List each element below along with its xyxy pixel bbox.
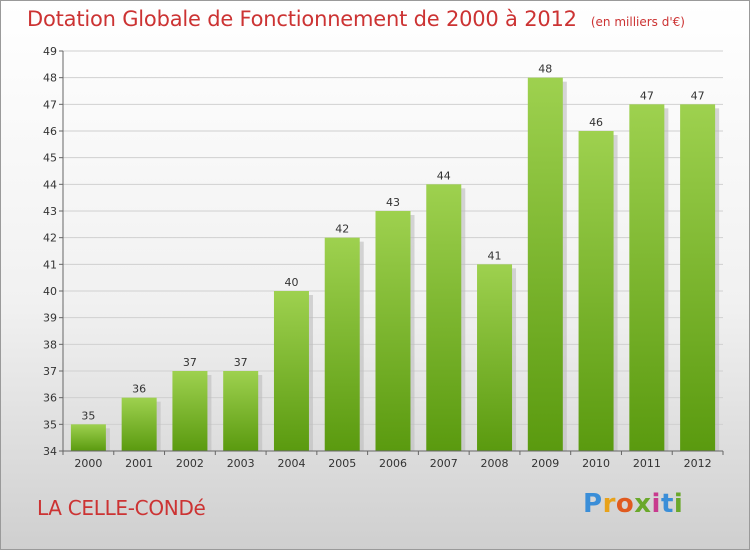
- bar: [680, 104, 716, 451]
- bar: [324, 237, 360, 451]
- brand-letter: i: [651, 489, 661, 519]
- axis-layer: 34 35 36 37 38 39 40 41 42 43 44 45 46 47 48 49 2000 2001…: [43, 45, 724, 470]
- x-tick-label: 2006: [379, 457, 407, 470]
- bar: [629, 104, 665, 451]
- bar: [223, 371, 259, 451]
- data-label: 48: [538, 63, 552, 76]
- data-label: 44: [437, 169, 451, 182]
- bar: [70, 424, 106, 451]
- bar: [477, 264, 513, 451]
- x-tick-label: 2007: [430, 457, 458, 470]
- y-tick-label: 45: [43, 152, 57, 165]
- x-tick-label: 2010: [582, 457, 610, 470]
- y-tick-label: 47: [43, 98, 57, 111]
- brand-letter: t: [660, 489, 674, 519]
- y-tick-label: 42: [43, 232, 57, 245]
- x-tick-label: 2012: [684, 457, 712, 470]
- y-tick-label: 37: [43, 365, 57, 378]
- y-tick-label: 40: [43, 285, 57, 298]
- x-tick-label: 2008: [481, 457, 509, 470]
- x-tick-label: 2002: [176, 457, 204, 470]
- brand-letter: o: [615, 489, 635, 519]
- y-tick-label: 49: [43, 45, 57, 58]
- data-label: 43: [386, 196, 400, 209]
- chart-unit: (en milliers d'€): [590, 15, 685, 29]
- data-label: 40: [284, 276, 298, 289]
- brand-letter: x: [634, 489, 652, 519]
- data-label: 36: [132, 383, 146, 396]
- data-label: 47: [640, 89, 654, 102]
- brand-letter: r: [602, 489, 616, 519]
- bar: [375, 211, 411, 451]
- x-tick-label: 2004: [277, 457, 305, 470]
- data-label: 35: [81, 409, 95, 422]
- x-tick-label: 2000: [74, 457, 102, 470]
- data-label: 41: [488, 249, 502, 262]
- x-tick-label: 2009: [531, 457, 559, 470]
- data-label: 47: [691, 89, 705, 102]
- bar: [121, 397, 157, 451]
- data-label: 37: [234, 356, 248, 369]
- y-tick-label: 46: [43, 125, 57, 138]
- bar: [273, 291, 309, 451]
- brand-letter: i: [673, 489, 684, 519]
- town-name: LA CELLE-CONDé: [37, 496, 206, 520]
- data-label: 46: [589, 116, 603, 129]
- bar: [426, 184, 462, 452]
- title-line: Dotation Globale de Fonctionnement de 20…: [27, 7, 685, 31]
- bar: [527, 77, 563, 452]
- data-label: 37: [183, 356, 197, 369]
- y-tick-label: 43: [43, 205, 57, 218]
- y-tick-label: 36: [43, 392, 57, 405]
- bar: [578, 131, 614, 451]
- x-tick-label: 2001: [125, 457, 153, 470]
- y-tick-label: 38: [43, 338, 57, 351]
- chart-title: Dotation Globale de Fonctionnement de 20…: [27, 7, 577, 31]
- y-tick-label: 39: [43, 312, 57, 325]
- brand-logo: Proxiti: [583, 489, 683, 519]
- x-tick-label: 2005: [328, 457, 356, 470]
- x-tick-label: 2003: [227, 457, 255, 470]
- y-tick-label: 41: [43, 258, 57, 271]
- brand-letter: P: [583, 489, 603, 519]
- y-tick-label: 48: [43, 72, 57, 85]
- data-label: 42: [335, 223, 349, 236]
- y-tick-label: 44: [43, 178, 57, 191]
- y-tick-label: 35: [43, 418, 57, 431]
- bars-layer: 35 36 37 37 40 42 43 44 41 48 46 47 47: [70, 63, 720, 452]
- y-tick-label: 34: [43, 445, 57, 458]
- x-tick-label: 2011: [633, 457, 661, 470]
- bar: [172, 371, 208, 451]
